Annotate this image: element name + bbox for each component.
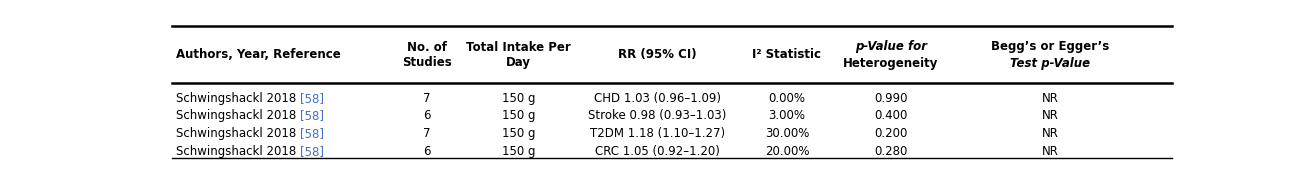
Text: 6: 6 [424, 145, 430, 158]
Text: Test p-Value: Test p-Value [1010, 57, 1091, 70]
Text: NR: NR [1042, 145, 1059, 158]
Text: 0.400: 0.400 [874, 109, 908, 122]
Text: 20.00%: 20.00% [765, 145, 810, 158]
Text: 0.00%: 0.00% [768, 92, 806, 105]
Text: T2DM 1.18 (1.10–1.27): T2DM 1.18 (1.10–1.27) [590, 127, 725, 140]
Text: NR: NR [1042, 92, 1059, 105]
Text: 3.00%: 3.00% [768, 109, 806, 122]
Text: I² Statistic: I² Statistic [752, 48, 821, 61]
Text: 7: 7 [424, 127, 430, 140]
Text: NR: NR [1042, 127, 1059, 140]
Text: No. of
Studies: No. of Studies [402, 41, 453, 69]
Text: [58]: [58] [300, 109, 323, 122]
Text: CRC 1.05 (0.92–1.20): CRC 1.05 (0.92–1.20) [595, 145, 721, 158]
Text: 6: 6 [424, 109, 430, 122]
Text: 150 g: 150 g [501, 92, 535, 105]
Text: Stroke 0.98 (0.93–1.03): Stroke 0.98 (0.93–1.03) [589, 109, 727, 122]
Text: 30.00%: 30.00% [765, 127, 810, 140]
Text: 0.280: 0.280 [874, 145, 908, 158]
Text: 150 g: 150 g [501, 127, 535, 140]
Text: Begg’s or Egger’s: Begg’s or Egger’s [991, 40, 1109, 53]
Text: Schwingshackl 2018: Schwingshackl 2018 [175, 127, 300, 140]
Text: RR (95% CI): RR (95% CI) [619, 48, 697, 61]
Text: NR: NR [1042, 109, 1059, 122]
Text: CHD 1.03 (0.96–1.09): CHD 1.03 (0.96–1.09) [594, 92, 721, 105]
Text: Authors, Year, Reference: Authors, Year, Reference [175, 48, 340, 61]
Text: 150 g: 150 g [501, 145, 535, 158]
Text: Schwingshackl 2018: Schwingshackl 2018 [175, 145, 300, 158]
Text: 7: 7 [424, 92, 430, 105]
Text: Total Intake Per
Day: Total Intake Per Day [466, 41, 570, 69]
Text: 150 g: 150 g [501, 109, 535, 122]
Text: p-Value for: p-Value for [855, 40, 927, 53]
Text: 0.200: 0.200 [874, 127, 908, 140]
Text: Heterogeneity: Heterogeneity [844, 57, 939, 70]
Text: Schwingshackl 2018: Schwingshackl 2018 [175, 109, 300, 122]
Text: [58]: [58] [300, 127, 323, 140]
Text: [58]: [58] [300, 92, 323, 105]
Text: 0.990: 0.990 [874, 92, 908, 105]
Text: Schwingshackl 2018: Schwingshackl 2018 [175, 92, 300, 105]
Text: [58]: [58] [300, 145, 323, 158]
